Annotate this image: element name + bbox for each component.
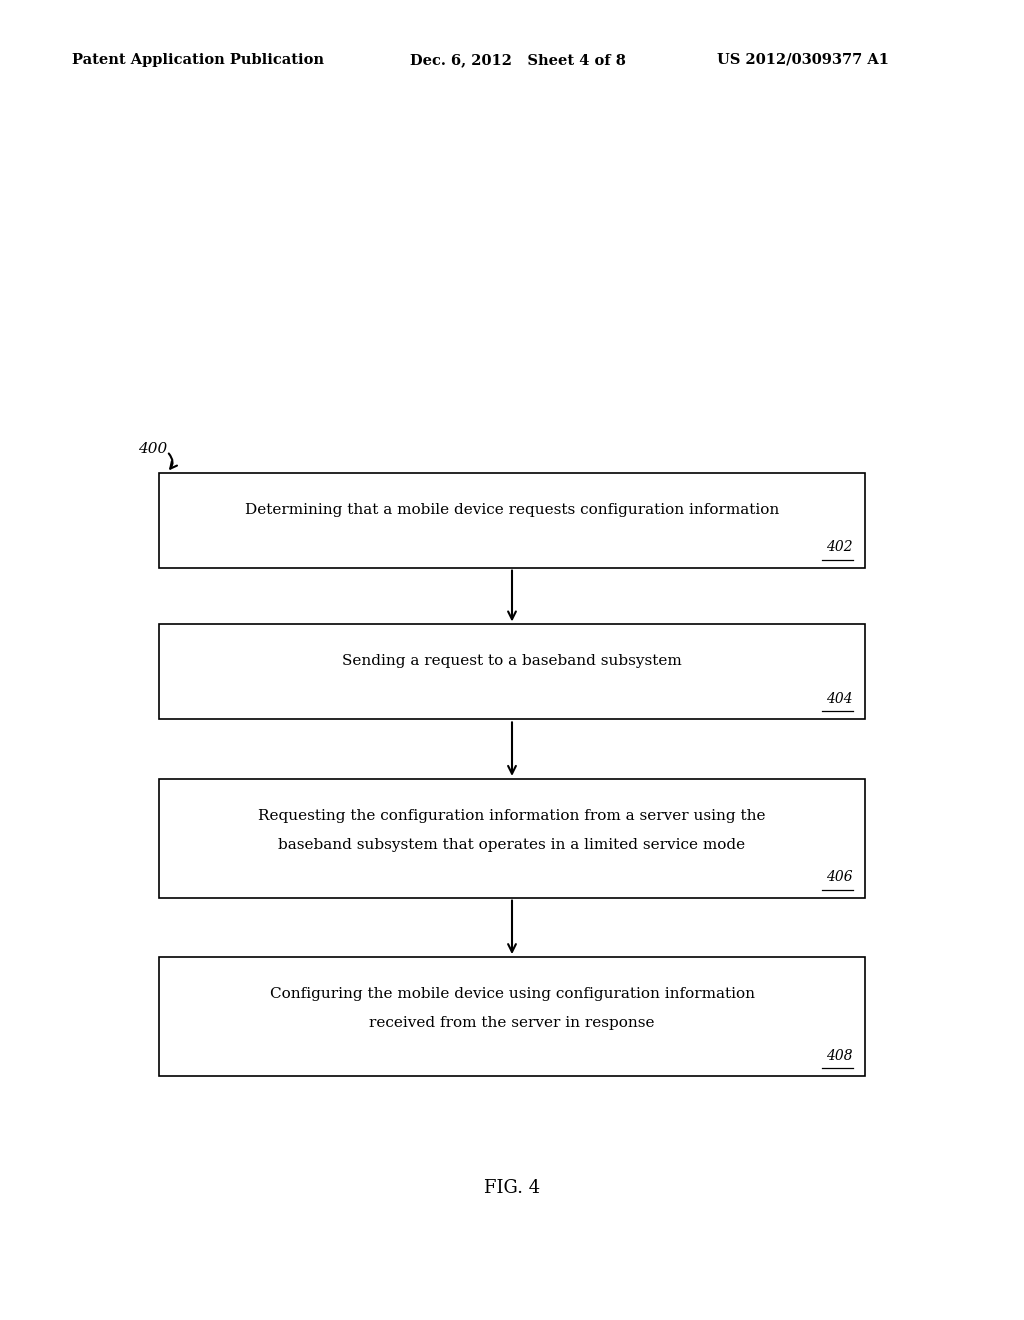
FancyBboxPatch shape bbox=[159, 957, 865, 1076]
FancyBboxPatch shape bbox=[159, 624, 865, 719]
Text: Dec. 6, 2012   Sheet 4 of 8: Dec. 6, 2012 Sheet 4 of 8 bbox=[410, 53, 626, 67]
Text: US 2012/0309377 A1: US 2012/0309377 A1 bbox=[717, 53, 889, 67]
Text: 404: 404 bbox=[826, 692, 853, 706]
FancyBboxPatch shape bbox=[159, 779, 865, 898]
Text: 406: 406 bbox=[826, 870, 853, 884]
Text: 408: 408 bbox=[826, 1048, 853, 1063]
Text: baseband subsystem that operates in a limited service mode: baseband subsystem that operates in a li… bbox=[279, 838, 745, 851]
Text: received from the server in response: received from the server in response bbox=[370, 1016, 654, 1030]
Text: 402: 402 bbox=[826, 540, 853, 554]
Text: Configuring the mobile device using configuration information: Configuring the mobile device using conf… bbox=[269, 987, 755, 1001]
Text: Patent Application Publication: Patent Application Publication bbox=[72, 53, 324, 67]
Text: Sending a request to a baseband subsystem: Sending a request to a baseband subsyste… bbox=[342, 655, 682, 668]
Text: Determining that a mobile device requests configuration information: Determining that a mobile device request… bbox=[245, 503, 779, 516]
Text: Requesting the configuration information from a server using the: Requesting the configuration information… bbox=[258, 809, 766, 822]
Text: FIG. 4: FIG. 4 bbox=[484, 1179, 540, 1197]
FancyBboxPatch shape bbox=[159, 473, 865, 568]
Text: 400: 400 bbox=[138, 442, 168, 455]
